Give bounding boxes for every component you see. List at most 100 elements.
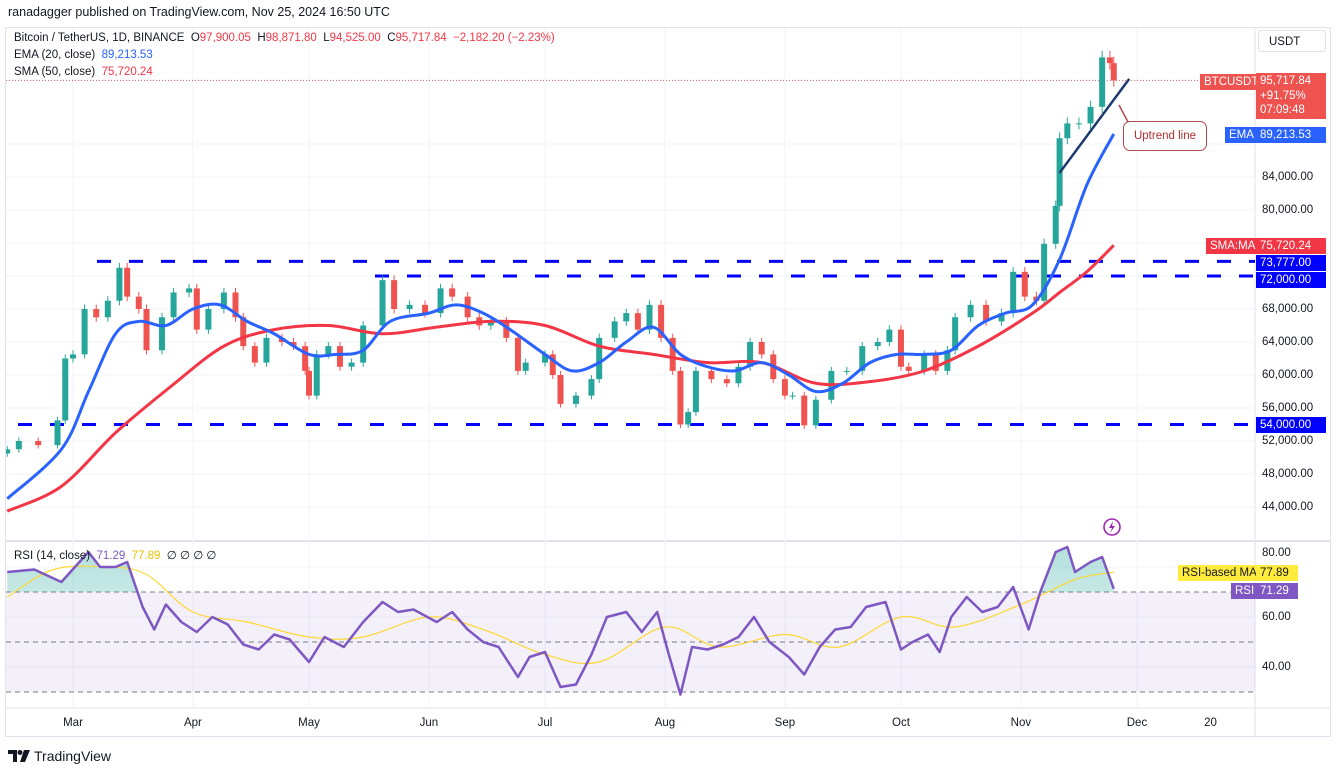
candle-body: [336, 346, 343, 367]
high-label: H: [257, 32, 266, 44]
currency-button[interactable]: USDT: [1258, 30, 1326, 52]
published-caption: ranadagger published on TradingView.com,…: [8, 5, 390, 19]
candle-body: [932, 354, 939, 371]
rsi-tag: RSI: [1231, 583, 1259, 599]
high-value: 98,871.80: [265, 32, 317, 44]
lightning-icon[interactable]: [1103, 518, 1121, 536]
candle: [623, 308, 630, 326]
candle-body: [62, 358, 69, 421]
candle-body: [611, 321, 618, 338]
candle-body: [143, 309, 150, 351]
candle-body: [897, 329, 904, 367]
candle: [116, 262, 123, 306]
price-tick-label: 80,000.00: [1262, 204, 1314, 216]
candle-body: [967, 304, 974, 318]
candle-body: [422, 304, 429, 314]
ema-price-tag: 89,213.53: [1256, 127, 1326, 143]
candle: [1010, 267, 1017, 318]
candle: [158, 312, 165, 355]
candle: [905, 362, 912, 375]
candle-body: [588, 379, 595, 396]
price-tick-label: 56,000.00: [1262, 402, 1314, 414]
candle: [302, 341, 309, 375]
candle: [54, 416, 61, 449]
candle: [758, 337, 765, 359]
rsi-tick-label: 40.00: [1262, 661, 1291, 673]
bar-countdown: 07:09:48: [1260, 104, 1305, 116]
candle-body: [220, 292, 227, 309]
open-label: O: [190, 32, 200, 44]
candle: [15, 437, 22, 453]
candle: [588, 375, 595, 400]
callout-pointer: [1118, 104, 1138, 123]
candle: [692, 366, 699, 416]
candle-body: [781, 379, 788, 396]
close-label: C: [387, 32, 396, 44]
open-value: 97,900.05: [199, 32, 251, 44]
tradingview-logo-icon: [8, 750, 30, 762]
candle-body: [1110, 63, 1117, 81]
candle: [220, 287, 227, 314]
candle-body: [669, 337, 676, 371]
candle-body: [874, 342, 881, 347]
candle: [143, 304, 150, 355]
candle: [104, 296, 111, 322]
candle-body: [1087, 106, 1094, 124]
ema-tag: EMA: [1225, 127, 1258, 143]
candle: [781, 375, 788, 400]
level-73777-tag: 73,777.00: [1256, 255, 1326, 271]
candle-body: [158, 317, 165, 351]
candle-body: [998, 313, 1005, 322]
rsi-ma-value-tag: 77.89: [1256, 565, 1298, 581]
candle: [205, 304, 212, 334]
candle: [306, 366, 313, 400]
candle: [549, 350, 556, 379]
candle: [874, 337, 881, 351]
candle-body: [503, 321, 510, 338]
candle-body: [313, 354, 320, 396]
uptrend-line-callout[interactable]: Uptrend line: [1123, 121, 1207, 151]
candle: [313, 350, 320, 400]
candle: [677, 366, 684, 429]
candle-body: [135, 296, 142, 309]
candle: [708, 366, 715, 384]
candle-body: [348, 362, 355, 367]
candle: [897, 325, 904, 371]
candle: [263, 333, 270, 367]
candle: [391, 275, 398, 314]
candle-body: [1075, 123, 1082, 125]
ema-legend-label: EMA (20, close): [14, 49, 96, 61]
time-tick-label: Jul: [537, 717, 553, 729]
time-tick-label: Jun: [419, 717, 439, 729]
candle-body: [921, 354, 928, 371]
candle-body: [623, 313, 630, 322]
price-tick-label: 52,000.00: [1262, 435, 1314, 447]
rsi-legend[interactable]: RSI (14, close) 71.29 77.89 ∅ ∅ ∅ ∅: [14, 548, 216, 562]
ema-legend[interactable]: EMA (20, close) 89,213.53: [14, 49, 153, 61]
candle-body: [983, 304, 990, 322]
candle: [360, 321, 367, 367]
candle-body: [735, 366, 742, 384]
candle: [685, 408, 692, 429]
candle: [348, 358, 355, 371]
sma-tag: SMA:MA: [1206, 238, 1260, 254]
candle: [487, 316, 494, 330]
candle: [1041, 238, 1048, 306]
candle-body: [406, 304, 413, 309]
sma-legend[interactable]: SMA (50, close) 75,720.24: [14, 66, 153, 78]
candle-body: [251, 346, 258, 363]
sma-legend-value: 75,720.24: [101, 66, 153, 78]
candle: [186, 283, 193, 298]
rsi-ma-legend-value: 77.89: [131, 550, 161, 562]
tradingview-logo[interactable]: TradingView: [8, 748, 111, 764]
candle-body: [843, 370, 850, 372]
candle: [336, 341, 343, 371]
candle: [124, 262, 131, 302]
candle: [522, 358, 529, 375]
candle: [93, 304, 100, 322]
time-tick-label: Mar: [63, 717, 83, 729]
candle: [379, 275, 386, 330]
candle: [723, 375, 730, 388]
candle-body: [747, 342, 754, 367]
